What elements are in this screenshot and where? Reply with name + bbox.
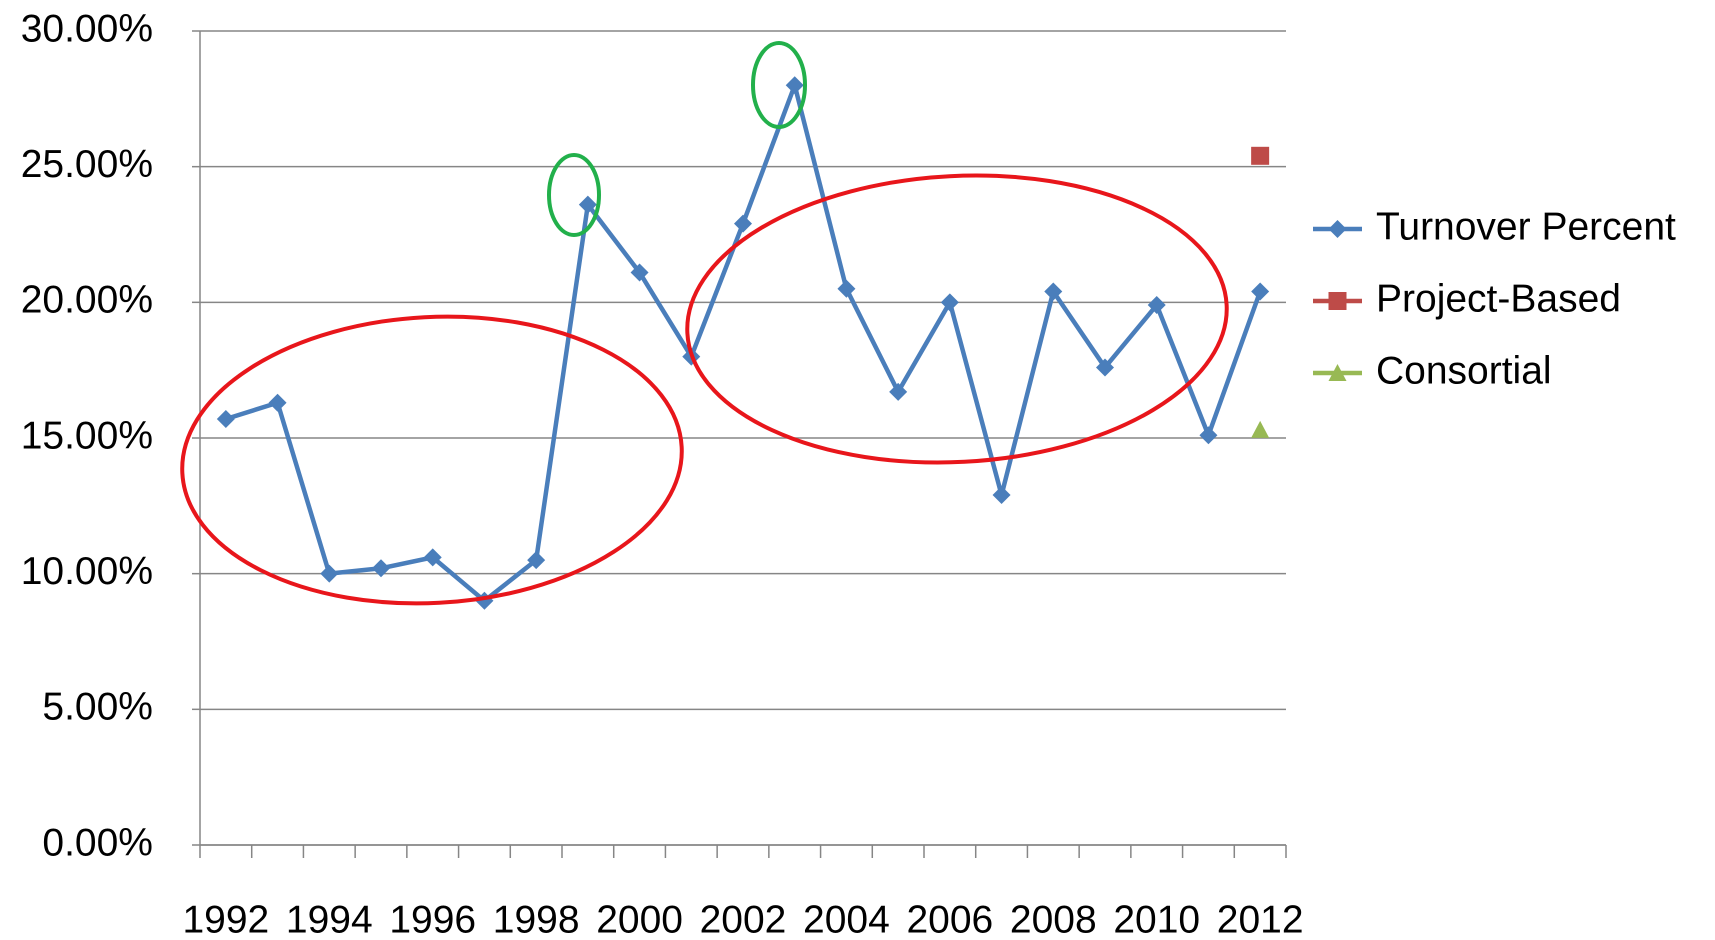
y-tick-label: 5.00% — [42, 686, 153, 729]
x-tick-label: 1992 — [182, 898, 269, 940]
marker — [992, 485, 1011, 504]
marker — [1251, 146, 1270, 165]
legend-item: Turnover Percent — [1313, 205, 1676, 248]
x-tick-label: 2002 — [700, 898, 787, 940]
marker — [1199, 426, 1218, 445]
x-tick-label: 2006 — [906, 898, 993, 940]
marker — [940, 293, 959, 312]
marker — [837, 279, 856, 298]
marker — [1328, 220, 1347, 238]
marker — [1096, 358, 1114, 377]
marker — [1328, 364, 1347, 381]
legend-item: Consortial — [1313, 349, 1552, 392]
x-tick-label: 2008 — [1010, 898, 1097, 940]
annotations — [180, 41, 1229, 606]
y-tick-label: 20.00% — [21, 279, 153, 322]
highlight-ellipse — [180, 314, 684, 606]
marker — [889, 382, 908, 401]
marker — [527, 551, 546, 570]
x-tick-label: 2000 — [596, 898, 683, 940]
marker — [320, 564, 339, 583]
y-tick-label: 30.00% — [21, 7, 153, 50]
marker — [1044, 282, 1063, 301]
x-tick-label: 2010 — [1113, 898, 1200, 940]
legend-label: Consortial — [1376, 349, 1552, 392]
x-tick-label: 1994 — [286, 898, 373, 940]
legend-item: Project-Based — [1313, 277, 1621, 320]
marker — [1328, 292, 1347, 310]
x-tick-label: 2004 — [803, 898, 890, 940]
highlight-circle — [751, 41, 807, 129]
marker — [1251, 420, 1270, 438]
marker — [268, 393, 287, 412]
marker — [578, 195, 597, 214]
highlight-ellipse — [685, 173, 1229, 465]
marker — [630, 263, 649, 282]
marker — [1147, 296, 1166, 315]
highlight-circle — [547, 153, 601, 237]
y-tick-label: 25.00% — [21, 143, 153, 186]
legend-label: Turnover Percent — [1376, 205, 1676, 248]
legend-label: Project-Based — [1376, 277, 1621, 320]
x-tick-label: 2012 — [1217, 898, 1304, 940]
x-tick-label: 1996 — [389, 898, 476, 940]
marker — [734, 214, 752, 233]
series-line — [225, 83, 1263, 604]
y-tick-label: 15.00% — [21, 414, 153, 457]
marker — [1251, 282, 1270, 301]
x-tick-label: 1998 — [493, 898, 580, 940]
marker — [423, 548, 442, 567]
y-tick-label: 10.00% — [21, 550, 153, 593]
marker — [216, 410, 235, 429]
marker — [372, 559, 390, 578]
plot: 0.00% 5.00% 10.00% 15.00% 20.00% 25.00% 30.00%… — [21, 7, 1304, 940]
marker — [785, 76, 804, 95]
y-tick-label: 0.00% — [42, 821, 153, 864]
